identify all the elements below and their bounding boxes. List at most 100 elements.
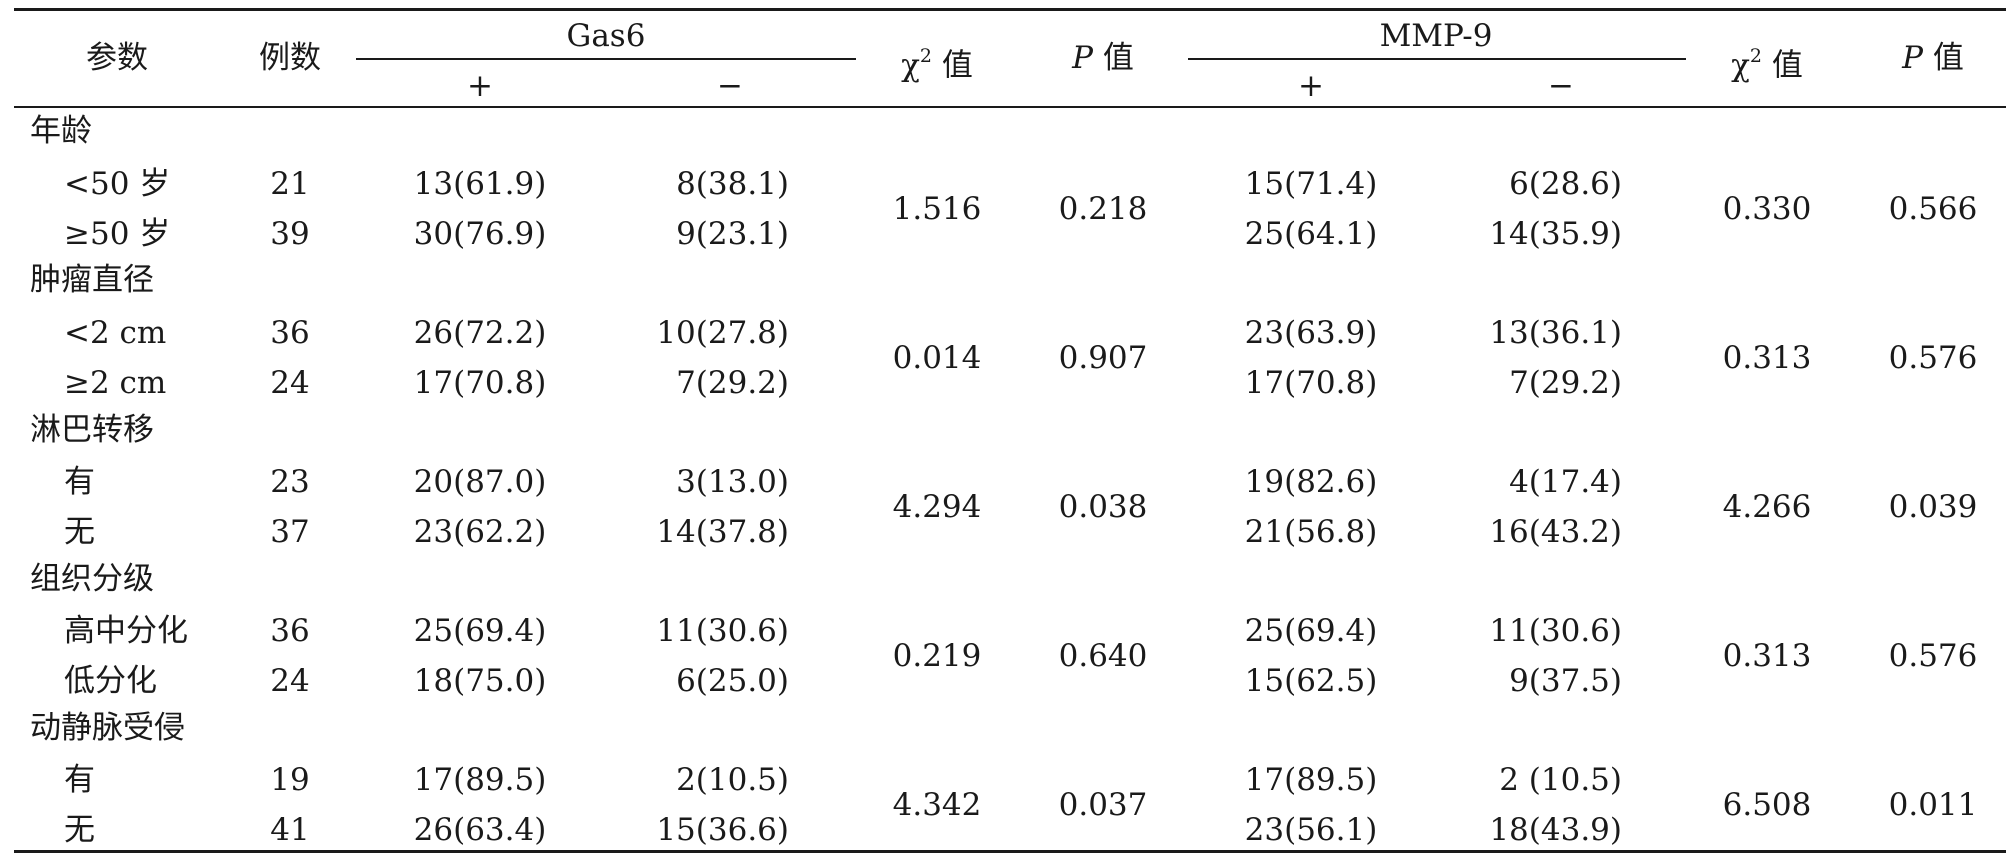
table-bottom-rule [14, 850, 2006, 853]
row-cases: 39 [270, 216, 310, 252]
chi-symbol: χ [901, 47, 920, 84]
header-cases: 例数 [259, 40, 321, 76]
row-mmp9-pos: 19(82.6) [1244, 464, 1378, 500]
row-gas6-pos: 23(62.2) [413, 514, 547, 550]
gas6-p-value: 0.640 [1058, 638, 1148, 674]
row-cases: 36 [270, 315, 310, 351]
header-gas6: Gas6 [566, 18, 646, 54]
header-mmp9-chi: χ2 值 [1731, 38, 1803, 83]
row-gas6-pos: 17(89.5) [413, 762, 547, 798]
row-gas6-neg: 3(13.0) [676, 464, 789, 500]
group-title: 年龄 [30, 113, 92, 149]
row-label: ≥2 cm [64, 365, 167, 401]
row-cases: 21 [270, 166, 310, 202]
row-gas6-neg: 2(10.5) [676, 762, 789, 798]
row-mmp9-pos: 21(56.8) [1244, 514, 1378, 550]
row-gas6-pos: 30(76.9) [413, 216, 547, 252]
mmp9-p-value: 0.566 [1888, 191, 1978, 227]
header-gas6-plus: + [467, 68, 493, 104]
mmp9-p-value: 0.576 [1888, 340, 1978, 376]
row-label: <50 岁 [64, 166, 171, 202]
row-label: 有 [64, 762, 95, 798]
row-label: ≥50 岁 [64, 216, 171, 252]
gas6-chi-value: 4.294 [892, 489, 982, 525]
gas6-chi-value: 4.342 [892, 787, 982, 823]
row-mmp9-neg: 11(30.6) [1489, 613, 1622, 649]
chi-superscript: 2 [919, 45, 933, 67]
mmp9-chi-value: 0.330 [1722, 191, 1812, 227]
row-mmp9-neg: 6(28.6) [1509, 166, 1622, 202]
gas6-header-rule [356, 58, 856, 60]
row-cases: 37 [270, 514, 310, 550]
row-gas6-pos: 17(70.8) [413, 365, 547, 401]
mmp9-p-value: 0.039 [1888, 489, 1978, 525]
row-gas6-neg: 8(38.1) [676, 166, 789, 202]
gas6-chi-value: 1.516 [892, 191, 982, 227]
row-label: 高中分化 [64, 613, 188, 649]
gas6-p-value: 0.907 [1058, 340, 1148, 376]
row-mmp9-pos: 15(62.5) [1244, 663, 1378, 699]
row-mmp9-pos: 25(69.4) [1244, 613, 1378, 649]
chi-symbol: χ [1731, 47, 1750, 84]
header-bottom-rule [14, 106, 2006, 108]
header-mmp9-minus: − [1548, 68, 1574, 104]
mmp9-chi-value: 0.313 [1722, 638, 1812, 674]
row-cases: 36 [270, 613, 310, 649]
row-label: 有 [64, 464, 95, 500]
header-gas6-chi: χ2 值 [901, 38, 973, 83]
row-mmp9-neg: 16(43.2) [1489, 514, 1622, 550]
row-mmp9-neg: 14(35.9) [1489, 216, 1622, 252]
chi-superscript: 2 [1749, 45, 1763, 67]
header-mmp9-plus: + [1298, 68, 1324, 104]
mmp9-chi-value: 6.508 [1722, 787, 1812, 823]
mmp9-p-value: 0.576 [1888, 638, 1978, 674]
row-gas6-pos: 20(87.0) [413, 464, 547, 500]
chi-suffix: 值 [932, 47, 973, 84]
row-cases: 24 [270, 663, 310, 699]
row-gas6-neg: 9(23.1) [676, 216, 789, 252]
row-gas6-pos: 26(72.2) [413, 315, 547, 351]
header-mmp9-p: P 值 [1902, 38, 1964, 78]
row-mmp9-neg: 9(37.5) [1509, 663, 1622, 699]
row-gas6-neg: 7(29.2) [676, 365, 789, 401]
gas6-chi-value: 0.219 [892, 638, 982, 674]
row-mmp9-pos: 15(71.4) [1244, 166, 1378, 202]
header-gas6-p: P 值 [1072, 38, 1134, 78]
row-mmp9-neg: 2 (10.5) [1499, 762, 1622, 798]
chi-suffix: 值 [1762, 47, 1803, 84]
header-param: 参数 [86, 40, 148, 76]
table-top-rule [14, 8, 2006, 11]
row-gas6-pos: 26(63.4) [413, 812, 547, 848]
row-label: 无 [64, 812, 95, 848]
row-mmp9-neg: 13(36.1) [1489, 315, 1622, 351]
row-cases: 24 [270, 365, 310, 401]
gas6-p-value: 0.038 [1058, 489, 1148, 525]
gas6-p-value: 0.218 [1058, 191, 1148, 227]
row-mmp9-pos: 25(64.1) [1244, 216, 1378, 252]
row-gas6-neg: 15(36.6) [656, 812, 789, 848]
row-mmp9-neg: 4(17.4) [1509, 464, 1622, 500]
row-cases: 19 [270, 762, 310, 798]
header-gas6-minus: − [717, 68, 743, 104]
row-gas6-neg: 10(27.8) [656, 315, 789, 351]
row-gas6-pos: 18(75.0) [413, 663, 547, 699]
mmp9-chi-value: 4.266 [1722, 489, 1812, 525]
row-gas6-pos: 25(69.4) [413, 613, 547, 649]
row-mmp9-pos: 23(63.9) [1244, 315, 1378, 351]
row-gas6-neg: 6(25.0) [676, 663, 789, 699]
gas6-chi-value: 0.014 [892, 340, 982, 376]
row-gas6-neg: 14(37.8) [656, 514, 789, 550]
row-mmp9-pos: 23(56.1) [1244, 812, 1378, 848]
row-mmp9-pos: 17(70.8) [1244, 365, 1378, 401]
gas6-p-value: 0.037 [1058, 787, 1148, 823]
p-letter: P [1902, 40, 1923, 76]
group-title: 肿瘤直径 [30, 262, 154, 298]
header-mmp9: MMP-9 [1379, 18, 1493, 54]
p-suffix: 值 [1093, 40, 1134, 76]
mmp9-p-value: 0.011 [1888, 787, 1978, 823]
mmp9-chi-value: 0.313 [1722, 340, 1812, 376]
row-mmp9-neg: 7(29.2) [1509, 365, 1622, 401]
group-title: 动静脉受侵 [30, 710, 185, 746]
row-gas6-pos: 13(61.9) [413, 166, 547, 202]
